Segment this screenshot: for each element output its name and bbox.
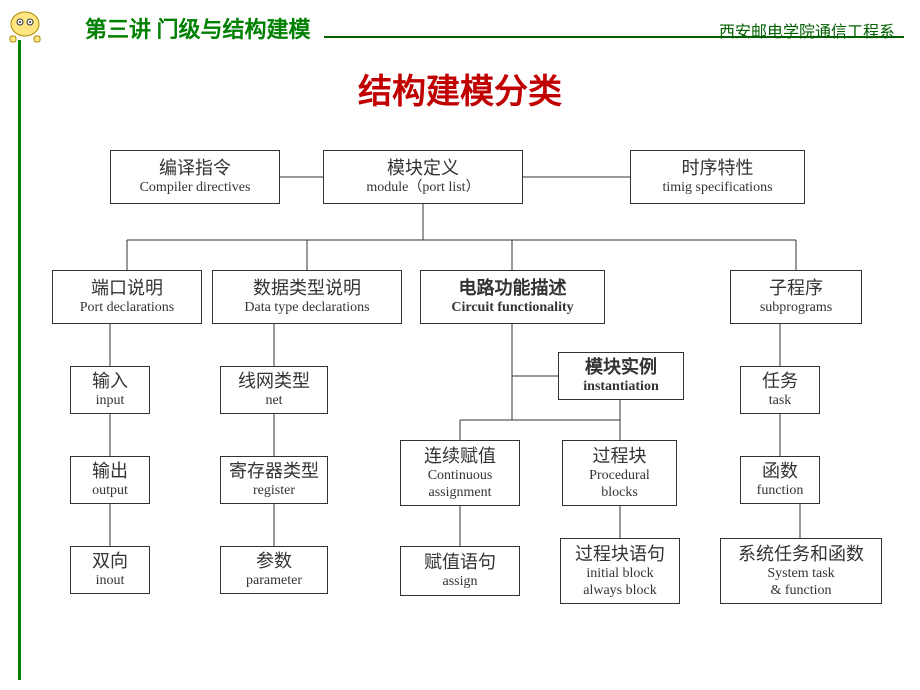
node-initial-en: initial blockalways block bbox=[583, 566, 656, 600]
node-input-cn: 输入 bbox=[92, 370, 128, 393]
main-title: 结构建模分类 bbox=[0, 64, 920, 113]
node-datatype-en: Data type declarations bbox=[244, 300, 369, 317]
node-assign: 赋值语句assign bbox=[400, 546, 520, 596]
node-timing: 时序特性timig specifications bbox=[630, 150, 805, 204]
node-port-en: Port declarations bbox=[80, 300, 174, 317]
node-param-cn: 参数 bbox=[256, 550, 292, 573]
node-systask-en: System task& function bbox=[767, 566, 834, 600]
node-task-en: task bbox=[769, 393, 792, 410]
node-net-cn: 线网类型 bbox=[238, 370, 310, 393]
organization: 西安邮电学院通信工程系 bbox=[719, 18, 895, 42]
node-instant-cn: 模块实例 bbox=[585, 356, 657, 379]
node-register-cn: 寄存器类型 bbox=[229, 460, 319, 483]
node-func: 函数function bbox=[740, 456, 820, 504]
node-output-cn: 输出 bbox=[92, 460, 128, 483]
node-timing-cn: 时序特性 bbox=[682, 157, 754, 180]
mascot-icon bbox=[0, 8, 50, 51]
node-procedural-cn: 过程块 bbox=[593, 445, 647, 468]
node-assign-cn: 赋值语句 bbox=[424, 551, 496, 574]
node-module: 模块定义module（port list） bbox=[323, 150, 523, 204]
node-systask: 系统任务和函数System task& function bbox=[720, 538, 882, 604]
node-continuous-en: Continuousassignment bbox=[428, 468, 493, 502]
node-subprog: 子程序subprograms bbox=[730, 270, 862, 324]
node-inout-en: inout bbox=[96, 573, 125, 590]
left-border bbox=[18, 40, 21, 680]
tree-diagram: 编译指令Compiler directives 模块定义module（port l… bbox=[40, 140, 900, 670]
node-subprog-cn: 子程序 bbox=[769, 277, 823, 300]
node-initial-cn: 过程块语句 bbox=[575, 543, 665, 566]
node-register: 寄存器类型register bbox=[220, 456, 328, 504]
node-compiler: 编译指令Compiler directives bbox=[110, 150, 280, 204]
node-instant-en: instantiation bbox=[583, 379, 658, 396]
node-datatype: 数据类型说明Data type declarations bbox=[212, 270, 402, 324]
node-task-cn: 任务 bbox=[762, 370, 798, 393]
node-continuous-cn: 连续赋值 bbox=[424, 445, 496, 468]
node-output-en: output bbox=[92, 483, 128, 500]
node-net: 线网类型net bbox=[220, 366, 328, 414]
node-assign-en: assign bbox=[443, 574, 478, 591]
node-module-cn: 模块定义 bbox=[387, 157, 459, 180]
node-circuit-cn: 电路功能描述 bbox=[459, 277, 567, 300]
node-inout-cn: 双向 bbox=[92, 550, 128, 573]
node-func-en: function bbox=[757, 483, 804, 500]
node-subprog-en: subprograms bbox=[760, 300, 832, 317]
node-circuit-en: Circuit functionality bbox=[451, 300, 573, 317]
node-inout: 双向inout bbox=[70, 546, 150, 594]
node-compiler-en: Compiler directives bbox=[140, 180, 251, 197]
node-register-en: register bbox=[253, 483, 295, 500]
node-output: 输出output bbox=[70, 456, 150, 504]
node-module-en: module（port list） bbox=[366, 180, 479, 197]
node-task: 任务task bbox=[740, 366, 820, 414]
node-instant: 模块实例instantiation bbox=[558, 352, 684, 400]
node-port: 端口说明Port declarations bbox=[52, 270, 202, 324]
node-param-en: parameter bbox=[246, 573, 302, 590]
node-circuit: 电路功能描述Circuit functionality bbox=[420, 270, 605, 324]
node-timing-en: timig specifications bbox=[662, 180, 772, 197]
node-procedural: 过程块Proceduralblocks bbox=[562, 440, 677, 506]
node-input-en: input bbox=[96, 393, 125, 410]
node-input: 输入input bbox=[70, 366, 150, 414]
node-port-cn: 端口说明 bbox=[91, 277, 163, 300]
node-func-cn: 函数 bbox=[762, 460, 798, 483]
node-continuous: 连续赋值Continuousassignment bbox=[400, 440, 520, 506]
node-datatype-cn: 数据类型说明 bbox=[253, 277, 361, 300]
lecture-title: 第三讲 门级与结构建模 bbox=[85, 12, 311, 44]
node-param: 参数parameter bbox=[220, 546, 328, 594]
node-net-en: net bbox=[265, 393, 282, 410]
node-procedural-en: Proceduralblocks bbox=[589, 468, 650, 502]
node-compiler-cn: 编译指令 bbox=[159, 157, 231, 180]
node-initial: 过程块语句initial blockalways block bbox=[560, 538, 680, 604]
node-systask-cn: 系统任务和函数 bbox=[738, 543, 864, 566]
